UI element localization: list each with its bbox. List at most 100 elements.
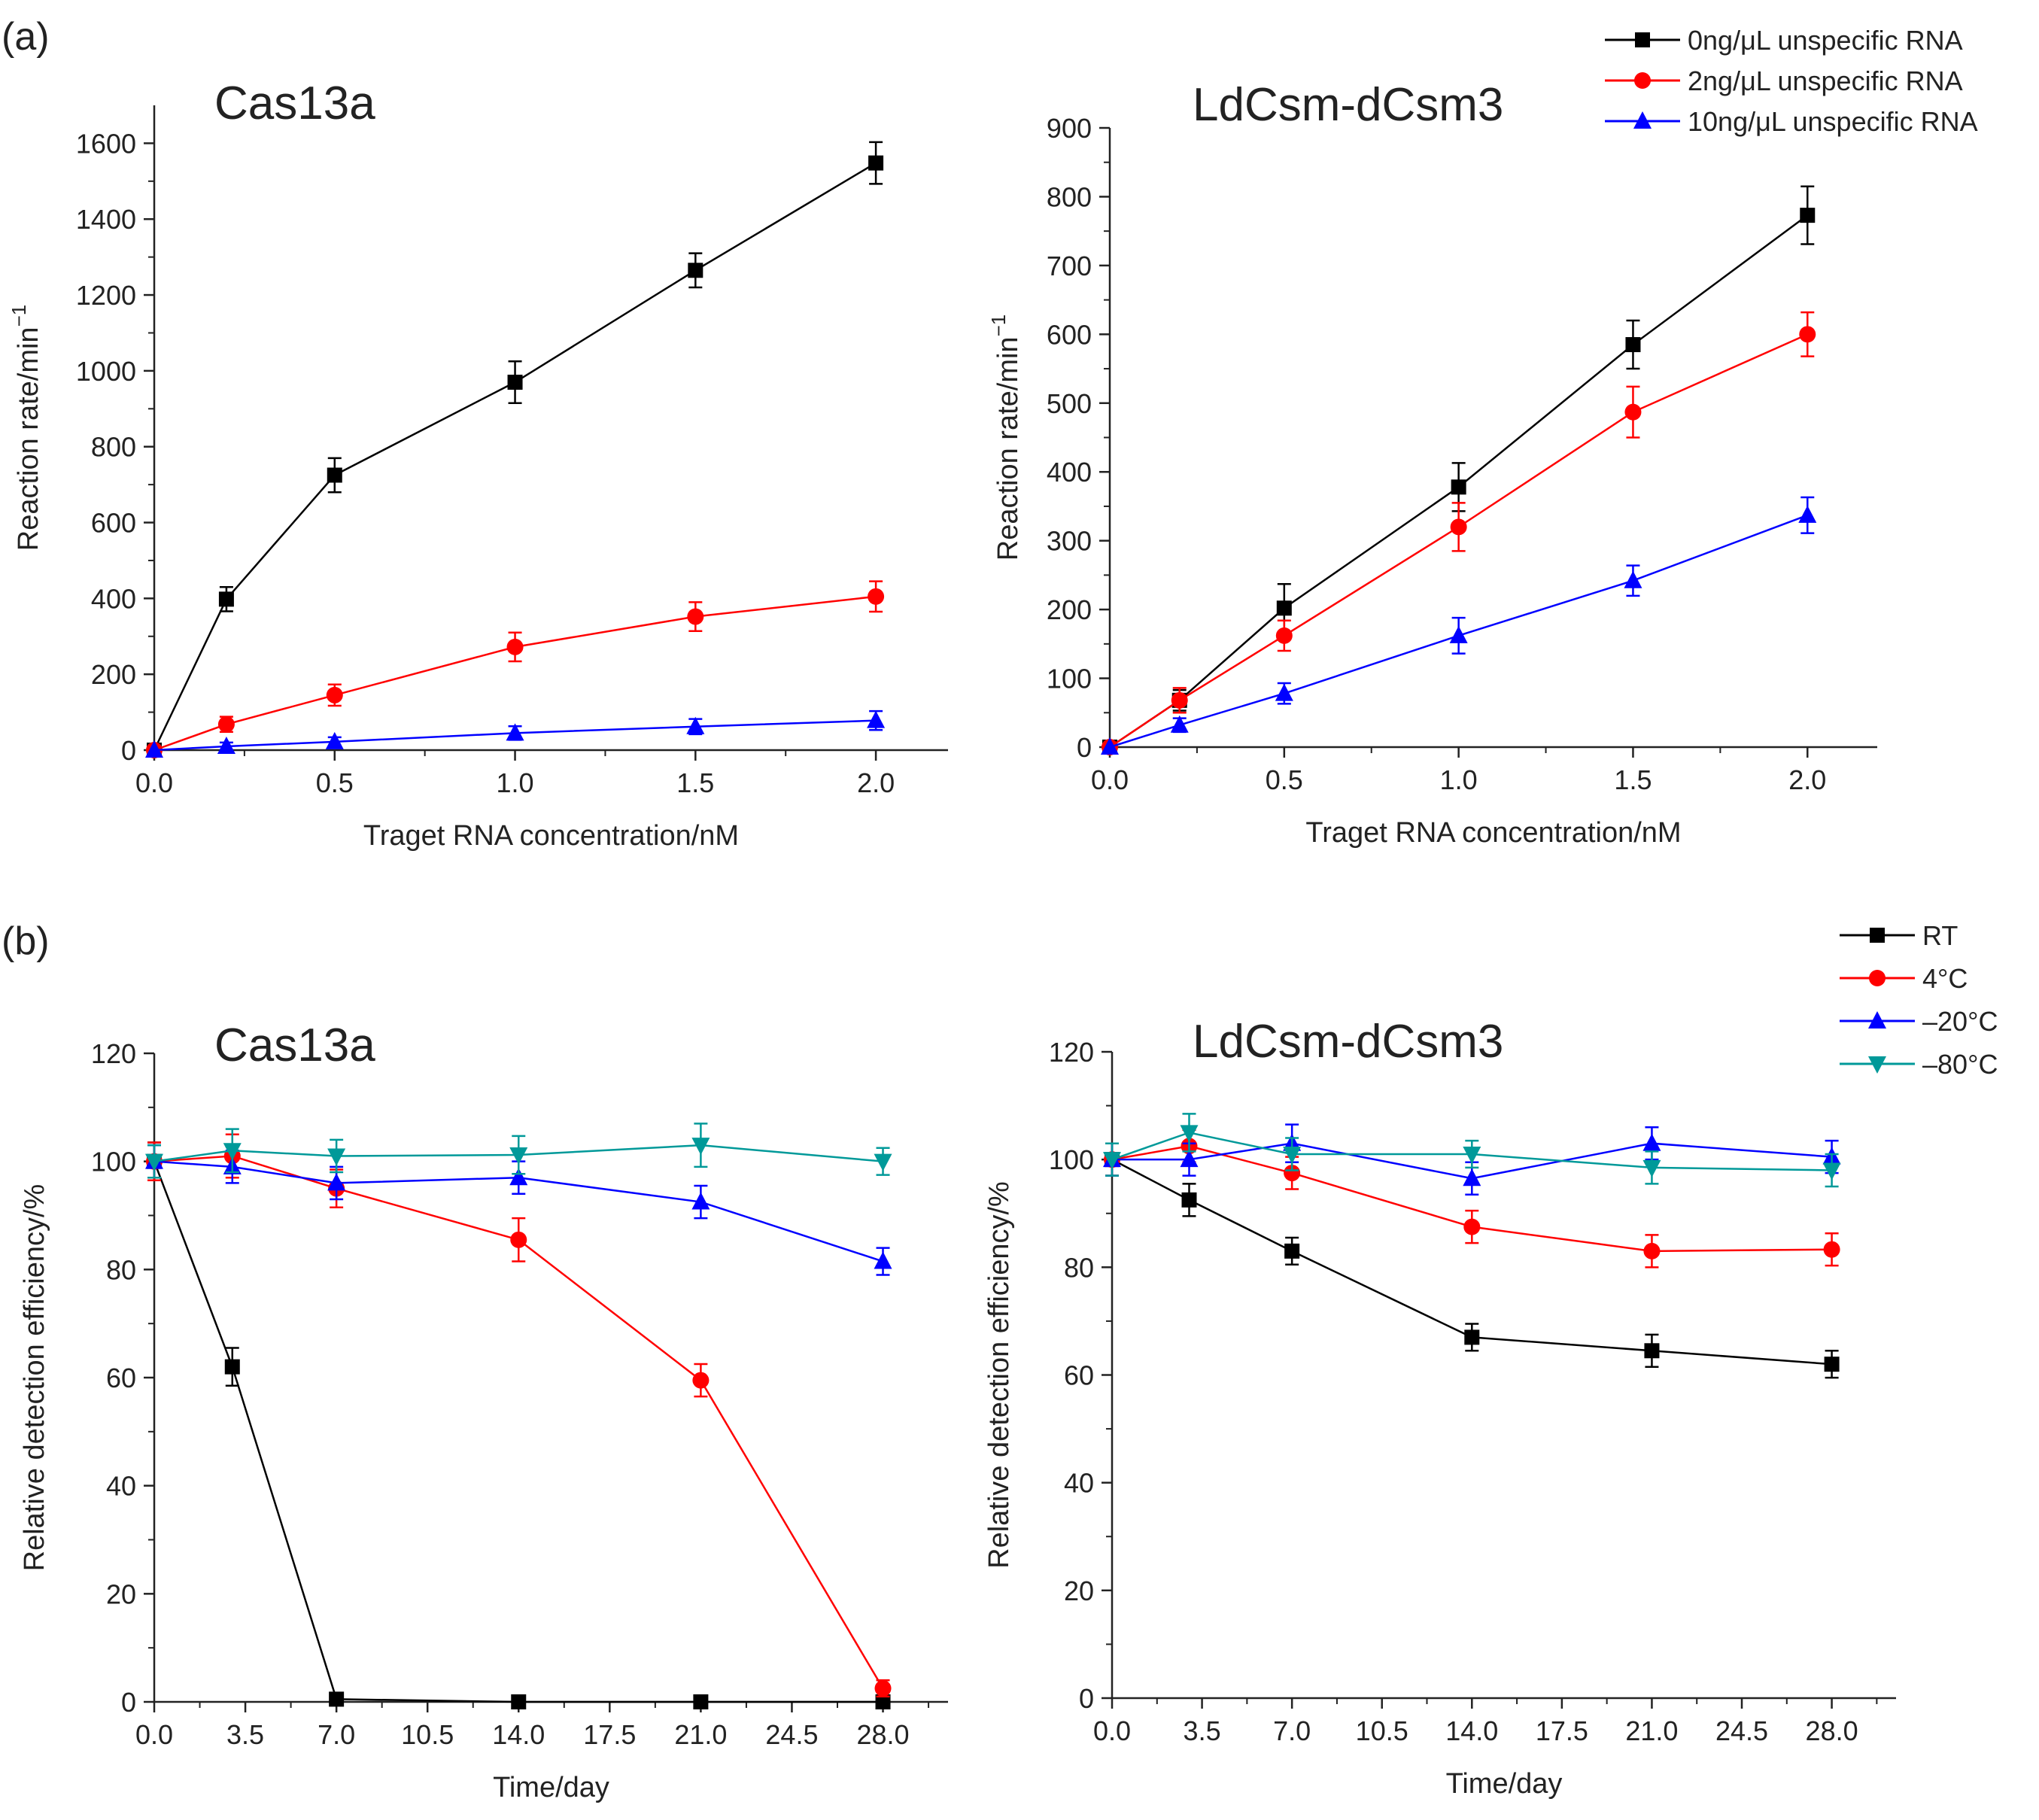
data-point [145,740,163,758]
y-tick-label: 20 [1064,1575,1094,1606]
series-0 [147,141,884,758]
series-line [1111,1144,1832,1253]
data-point [688,263,703,278]
legend-marker [1633,111,1652,129]
data-point [145,1153,163,1171]
data-point [1181,1192,1197,1208]
data-point [1625,337,1641,353]
y-tick-label: 80 [1064,1252,1094,1283]
x-tick-label: 0.0 [135,1719,173,1750]
y-tick-label: 0 [121,1687,136,1718]
data-point [1624,570,1642,588]
panel-a-label: (a) [2,15,50,59]
y-tick-label: 80 [106,1254,136,1285]
x-axis-label: Traget RNA concentration/nM [1305,817,1681,849]
x-tick-label: 0.0 [135,767,173,798]
series-line [153,1161,883,1703]
data-point [1644,1343,1660,1359]
data-point [1464,1329,1480,1345]
x-tick-label: 28.0 [1806,1715,1858,1746]
data-point [874,1251,892,1269]
data-point [1823,1241,1840,1258]
data-point [1642,1159,1661,1177]
x-tick-label: 3.5 [1184,1715,1221,1746]
chart-title: LdCsm-dCsm3 [1193,1016,1503,1068]
y-tick-label: 60 [106,1363,136,1393]
data-point [1463,1147,1481,1165]
y-tick-label: 900 [1047,113,1092,144]
chart-a-cas13a: 0 200 400 600 800 1000 1200 1400 1600 0.0 0.5 1.0 1.… [8,77,948,852]
y-tick-label: 700 [1047,251,1092,281]
y-tick-label: 60 [1064,1360,1094,1391]
data-point [509,1147,528,1165]
series-line [153,719,877,752]
chart-title: LdCsm-dCsm3 [1193,79,1503,131]
series-line [1109,514,1808,749]
data-point [868,588,885,605]
x-tick-label: 0.0 [1091,764,1129,795]
x-tick-label: 21.0 [674,1719,727,1750]
data-point [1283,1147,1302,1165]
data-point [218,591,234,607]
x-tick-label: 24.5 [1715,1715,1768,1746]
data-point [224,1359,240,1375]
y-tick-label: 200 [1047,594,1092,625]
data-point [1451,479,1466,495]
data-point [506,723,524,741]
data-point [1276,600,1292,616]
series-2 [1103,1123,1841,1196]
x-tick-label: 1.5 [676,767,714,798]
data-point [1824,1357,1840,1372]
y-axis-label-text: Relative detection efficiency/% [983,1181,1015,1569]
data-point [1642,1133,1661,1151]
data-point [327,1148,346,1166]
data-point [868,155,884,171]
x-tick-label: 17.5 [583,1719,636,1750]
x-axis-label: Time/day [493,1772,609,1803]
legends-group: 0ng/μL unspecific RNA 2ng/μL unspecific R… [1605,25,1998,1080]
data-point [1800,208,1816,223]
series-2 [1101,496,1817,755]
data-point [687,608,704,625]
y-tick-label: 600 [91,508,136,539]
legend-marker [1868,1056,1886,1074]
y-axis-label: Reaction rate/min−1 [987,314,1024,561]
data-point [223,1143,242,1161]
chart-b-ldcsm: 0 20 40 60 80 100 120 0.0 3.5 7.0 10.5 14.0 17.5 21.0… [983,1016,1896,1800]
x-tick-label: 14.0 [1445,1715,1498,1746]
y-tick-label: 0 [121,735,136,766]
data-point [1799,326,1816,343]
data-point [325,731,344,749]
data-point [1450,518,1467,536]
data-point [217,736,236,754]
data-point [510,1231,527,1248]
y-tick-label: 600 [1047,319,1092,350]
data-point [329,1691,345,1707]
series-line [153,162,877,751]
legend-label: –20°C [1922,1006,1998,1037]
data-point [691,1192,710,1210]
data-point [511,1694,527,1709]
y-tick-label: 100 [1047,664,1092,694]
y-tick-label: 1600 [76,128,136,159]
chart-title: Cas13a [214,1019,375,1071]
legend-label: 10ng/μL unspecific RNA [1688,106,1978,137]
legend-marker [1635,32,1650,47]
y-axis-label: Reaction rate/min−1 [8,305,44,551]
x-tick-label: 10.5 [1356,1715,1408,1746]
panel-b-label: (b) [2,919,50,963]
x-tick-label: 0.5 [1266,764,1303,795]
series-3 [1103,1113,1841,1188]
series-0 [1102,185,1816,755]
y-axis-label-text: Reaction rate/min [992,336,1024,561]
chart-title: Cas13a [214,77,375,129]
data-point [691,1138,710,1156]
x-tick-label: 24.5 [765,1719,818,1750]
chart-a-ldcsm: 0 100 200 300 400 500 600 700 800 900 0.0 0.5 1.0 1.5… [987,79,1877,849]
legend-marker [1870,928,1885,943]
series-line [153,1160,883,1262]
data-point [1798,505,1817,523]
y-tick-label: 120 [1049,1037,1094,1068]
